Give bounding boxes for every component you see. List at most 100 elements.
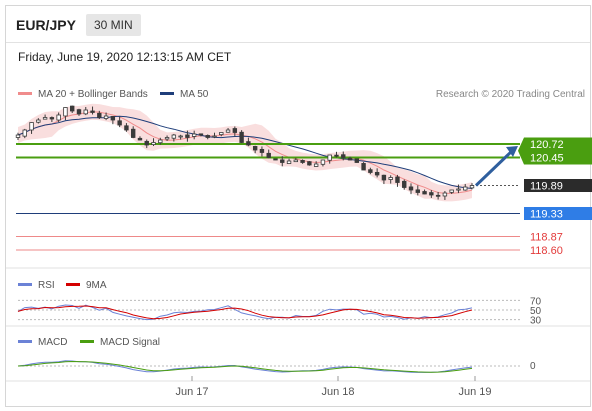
candle-body <box>266 152 271 158</box>
rsi-ma-line <box>17 305 473 320</box>
candle-body <box>144 140 149 146</box>
level-box-119.89 <box>524 179 592 192</box>
candle-body <box>205 135 210 138</box>
macd-panel: 0 <box>17 360 536 373</box>
candle-body <box>280 159 285 163</box>
ma50-line <box>17 115 473 189</box>
level-label-119.33: 119.33 <box>530 209 563 221</box>
rsi-level-label-50: 50 <box>530 306 542 317</box>
research-credit: Research © 2020 Trading Central <box>436 89 585 100</box>
price-levels: 120.72120.45119.89119.33118.87118.60120.… <box>16 137 592 257</box>
candle-body <box>307 161 312 166</box>
candlesticks <box>15 105 518 200</box>
level-box-119.33 <box>524 207 592 220</box>
ma20-legend-swatch <box>18 92 32 95</box>
candle-body <box>374 171 380 176</box>
candle-body <box>198 133 204 136</box>
candle-body <box>415 189 420 193</box>
candle-body <box>191 133 197 137</box>
candle-body <box>158 139 163 144</box>
candle-body <box>395 176 400 183</box>
candle-body <box>246 141 251 146</box>
candle-body <box>225 129 231 133</box>
candle-body <box>151 142 156 145</box>
candle-body <box>341 154 346 158</box>
chart-datetime: Friday, June 19, 2020 12:13:15 AM CET <box>18 50 232 64</box>
candle-body <box>36 119 41 123</box>
macd-signal-line <box>17 360 473 373</box>
candle-body <box>239 131 244 143</box>
candle-body <box>273 158 278 161</box>
candle-body <box>442 192 448 197</box>
candle-body <box>110 116 116 121</box>
candle-body <box>76 109 82 115</box>
timeframe-selector[interactable]: 30 MIN <box>86 14 141 36</box>
candle-body <box>130 128 136 138</box>
macd-signal-legend-swatch <box>80 340 94 343</box>
candle-body <box>97 112 102 118</box>
candle-body <box>117 120 122 126</box>
candle-body <box>449 189 454 193</box>
candle-body <box>22 129 27 137</box>
chart-frame: EUR/JPY 30 MIN Friday, June 19, 2020 12:… <box>5 5 591 407</box>
ma20-legend-label: MA 20 + Bollinger Bands <box>38 89 148 100</box>
x-axis: Jun 17 Jun 18 Jun 19 <box>175 376 492 398</box>
candle-body <box>90 110 95 113</box>
candle-body <box>232 128 238 133</box>
resistance-label-120.72: 120.72 <box>530 139 564 151</box>
resistance-box <box>524 137 592 165</box>
candle-body <box>463 186 468 191</box>
candle-body <box>83 109 88 115</box>
bollinger-bands <box>18 103 472 202</box>
candle-body <box>171 134 177 139</box>
rsi-legend-swatch <box>18 283 32 286</box>
candle-body <box>388 177 393 180</box>
candle-body <box>49 117 55 120</box>
candle-body <box>164 137 170 140</box>
candle-body <box>469 185 475 189</box>
candle-body <box>56 114 61 121</box>
x-tick-label: Jun 19 <box>458 386 491 398</box>
macd-line <box>17 360 473 373</box>
bollinger-band-area <box>18 103 472 202</box>
candle-body <box>42 117 48 120</box>
candle-body <box>402 180 407 188</box>
rsi-ma-legend-swatch <box>66 283 80 286</box>
candle-body <box>63 107 68 117</box>
candle-body <box>286 160 292 164</box>
candle-body <box>124 125 129 131</box>
currency-pair: EUR/JPY <box>16 17 76 33</box>
candle-body <box>219 132 224 136</box>
macd-signal-legend-label: MACD Signal <box>100 337 160 348</box>
rsi-level-label-70: 70 <box>530 296 542 307</box>
macd-legend-swatch <box>18 340 32 343</box>
x-tick-label: Jun 18 <box>321 386 354 398</box>
macd-legend-label: MACD <box>38 337 67 348</box>
projection-arrow-shaft <box>474 149 514 187</box>
candle-body <box>368 169 373 173</box>
rsi-line <box>17 304 473 321</box>
chart-header: EUR/JPY 30 MIN <box>6 6 590 43</box>
level-label-118.60: 118.60 <box>530 245 563 257</box>
candle-body <box>334 154 339 157</box>
candle-body <box>137 137 143 141</box>
ma50-legend-swatch <box>160 92 174 95</box>
candle-body <box>456 188 461 191</box>
candle-body <box>70 105 75 112</box>
level-label-119.89: 119.89 <box>530 181 563 193</box>
resistance-label-120.45: 120.45 <box>530 153 564 165</box>
candle-body <box>429 192 434 196</box>
projection-arrow-head <box>506 146 518 157</box>
candle-body <box>422 191 427 195</box>
candle-body <box>347 157 353 161</box>
candle-body <box>381 174 387 181</box>
level-label-118.87: 118.87 <box>530 232 563 244</box>
rsi-legend-label: RSI <box>38 280 55 291</box>
candle-body <box>212 135 217 138</box>
candle-body <box>327 154 332 161</box>
macd-level-label-0: 0 <box>530 361 536 372</box>
candle-body <box>178 135 183 138</box>
x-tick-label: Jun 17 <box>175 386 208 398</box>
